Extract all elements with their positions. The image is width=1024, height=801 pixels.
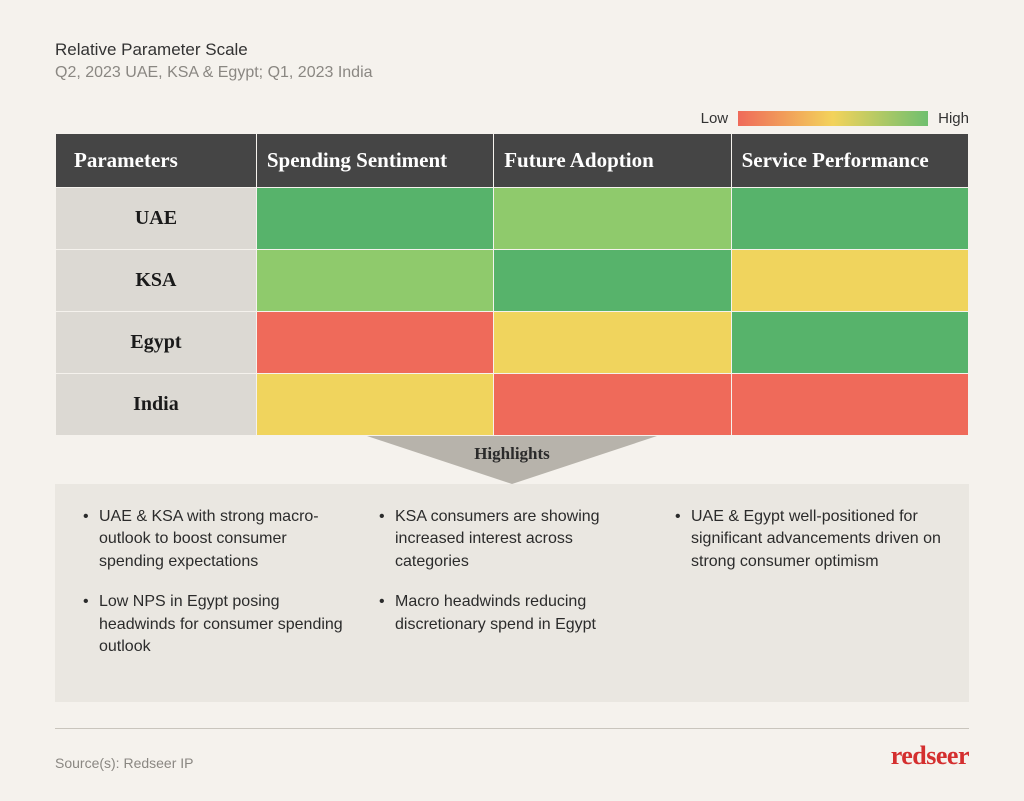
heatmap-row: KSA [56,250,969,312]
heatmap-row-label: UAE [56,188,257,250]
highlight-item: UAE & Egypt well-positioned for signific… [675,506,941,573]
heatmap-cell [256,374,493,436]
heatmap-cell [494,312,731,374]
legend-gradient-bar [738,111,928,126]
heatmap-row-label: Egypt [56,312,257,374]
heatmap-cell [731,374,968,436]
heatmap-col-header: Future Adoption [494,134,731,188]
highlights-column: UAE & KSA with strong macro-outlook to b… [83,506,349,676]
highlight-item: Macro headwinds reducing discretionary s… [379,591,645,636]
highlight-item: KSA consumers are showing increased inte… [379,506,645,573]
heatmap-col-header: Parameters [56,134,257,188]
highlights-panel: UAE & KSA with strong macro-outlook to b… [55,484,969,702]
heatmap-cell [256,188,493,250]
heatmap-row-label: India [56,374,257,436]
heatmap-cell [731,188,968,250]
heatmap-row: Egypt [56,312,969,374]
heatmap-cell [731,312,968,374]
legend-high-label: High [938,110,969,127]
chart-title: Relative Parameter Scale [55,40,969,60]
footer: Source(s): Redseer IP redseer [55,728,969,771]
highlight-item: UAE & KSA with strong macro-outlook to b… [83,506,349,573]
heatmap-cell [494,188,731,250]
heatmap-col-header: Service Performance [731,134,968,188]
heatmap-col-header: Spending Sentiment [256,134,493,188]
highlights-column: KSA consumers are showing increased inte… [379,506,645,676]
heatmap-cell [256,250,493,312]
heatmap-cell [494,374,731,436]
highlight-item: Low NPS in Egypt posing headwinds for co… [83,591,349,658]
heatmap-row: UAE [56,188,969,250]
highlights-arrow: Highlights [55,436,969,484]
source-text: Source(s): Redseer IP [55,755,194,771]
heatmap-header-row: ParametersSpending SentimentFuture Adopt… [56,134,969,188]
legend-low-label: Low [701,110,729,127]
legend: Low High [55,110,969,127]
highlights-column: UAE & Egypt well-positioned for signific… [675,506,941,676]
heatmap-cell [731,250,968,312]
redseer-logo: redseer [891,741,969,771]
heatmap-cell [494,250,731,312]
heatmap-row: India [56,374,969,436]
heatmap-row-label: KSA [56,250,257,312]
heatmap-cell [256,312,493,374]
heatmap-table: ParametersSpending SentimentFuture Adopt… [55,133,969,436]
chart-subtitle: Q2, 2023 UAE, KSA & Egypt; Q1, 2023 Indi… [55,64,969,82]
highlights-label: Highlights [474,444,550,464]
